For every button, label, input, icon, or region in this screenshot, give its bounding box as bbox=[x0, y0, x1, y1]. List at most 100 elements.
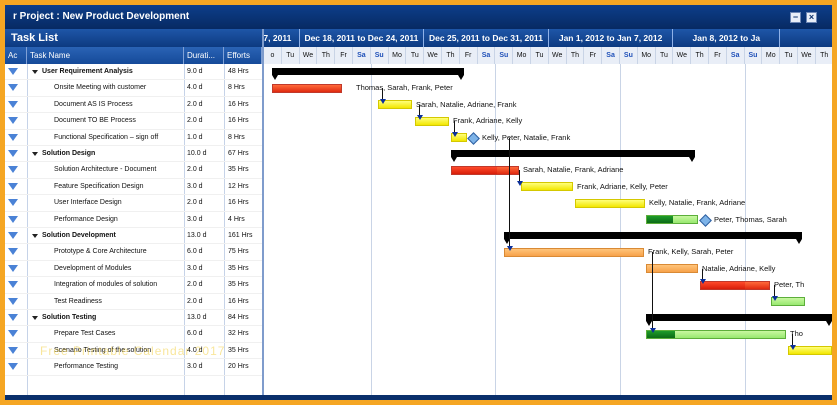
task-row[interactable]: Test Readiness 2.0 d 16 Hrs bbox=[5, 294, 262, 310]
task-row[interactable]: Feature Specification Design 3.0 d 12 Hrs bbox=[5, 179, 262, 196]
task-name: Solution Architecture - Document bbox=[54, 166, 157, 174]
task-active-icon[interactable] bbox=[8, 133, 18, 141]
collapse-icon[interactable] bbox=[32, 316, 38, 320]
task-row[interactable]: Prepare Test Cases 6.0 d 32 Hrs bbox=[5, 326, 262, 343]
task-bar[interactable] bbox=[700, 280, 770, 290]
collapse-icon[interactable] bbox=[32, 70, 38, 74]
task-row[interactable]: Solution Architecture - Document 2.0 d 35 … bbox=[5, 162, 262, 179]
task-row[interactable]: Onsite Meeting with customer 4.0 d 8 Hrs bbox=[5, 80, 262, 97]
task-progress bbox=[647, 330, 675, 338]
close-icon[interactable]: × bbox=[806, 12, 817, 23]
task-bar[interactable] bbox=[504, 247, 644, 257]
task-row-summary[interactable]: Solution Design 10.0 d 67 Hrs bbox=[5, 146, 262, 163]
task-efforts: 16 Hrs bbox=[228, 100, 249, 108]
task-efforts: 35 Hrs bbox=[228, 281, 249, 289]
task-active-icon[interactable] bbox=[8, 330, 18, 338]
task-bar[interactable] bbox=[788, 346, 832, 356]
task-active-icon[interactable] bbox=[8, 84, 18, 92]
resource-label: Peter, Thomas, Sarah bbox=[714, 214, 787, 224]
task-active-icon[interactable] bbox=[8, 248, 18, 256]
task-list-header: Task List bbox=[5, 29, 262, 47]
collapse-icon[interactable] bbox=[32, 152, 38, 156]
resource-label: Natalie, Adriane, Kelly bbox=[702, 263, 776, 273]
task-active-icon[interactable] bbox=[8, 281, 18, 289]
task-row[interactable]: Performance Testing 3.0 d 20 Hrs bbox=[5, 359, 262, 376]
window-title: r Project : New Product Development bbox=[13, 11, 190, 22]
week-gridline bbox=[370, 64, 372, 395]
task-row[interactable]: Performance Design 3.0 d 4 Hrs bbox=[5, 212, 262, 228]
task-progress bbox=[701, 281, 745, 289]
task-row[interactable]: Functional Specification – sign off 1.0 d… bbox=[5, 130, 262, 146]
dependency-arrow-icon bbox=[789, 344, 796, 350]
task-bar[interactable] bbox=[646, 215, 698, 225]
task-active-icon[interactable] bbox=[8, 182, 18, 190]
task-row[interactable]: User Interface Design 2.0 d 16 Hrs bbox=[5, 195, 262, 212]
task-bar[interactable] bbox=[646, 329, 786, 339]
milestone-diamond-icon[interactable] bbox=[699, 213, 712, 227]
task-row[interactable]: Development of Modules 3.0 d 35 Hrs bbox=[5, 261, 262, 278]
column-header-active[interactable]: Ac bbox=[5, 47, 27, 64]
task-row-summary[interactable]: Solution Testing 13.0 d 84 Hrs bbox=[5, 310, 262, 327]
task-name: Solution Development bbox=[42, 232, 116, 239]
task-bar[interactable] bbox=[771, 297, 805, 307]
dependency-arrow-icon bbox=[771, 295, 778, 301]
task-active-icon[interactable] bbox=[8, 297, 18, 305]
milestone-diamond-icon[interactable] bbox=[467, 131, 480, 145]
task-row[interactable]: Document TO BE Process 2.0 d 16 Hrs bbox=[5, 113, 262, 130]
summary-task-bar[interactable] bbox=[451, 149, 695, 157]
minimize-icon[interactable]: − bbox=[790, 12, 801, 23]
dependency-link bbox=[702, 268, 703, 281]
summary-task-bar[interactable] bbox=[646, 313, 832, 321]
task-duration: 2.0 d bbox=[187, 297, 203, 305]
task-row[interactable]: Integration of modules of solution 2.0 d 3… bbox=[5, 277, 262, 294]
task-active-icon[interactable] bbox=[8, 117, 18, 125]
task-row-summary[interactable]: User Requirement Analysis 9.0 d 48 Hrs bbox=[5, 64, 262, 81]
task-bar[interactable] bbox=[575, 198, 645, 208]
task-bar[interactable] bbox=[451, 165, 519, 175]
day-label: Tu bbox=[656, 47, 674, 64]
day-label: Fr bbox=[584, 47, 603, 64]
summary-cap-icon bbox=[646, 320, 652, 326]
column-header-task-name[interactable]: Task Name bbox=[27, 47, 184, 64]
resource-label: Thomas, Sarah, Frank, Peter bbox=[356, 83, 453, 93]
task-row[interactable]: Document AS IS Process 2.0 d 16 Hrs bbox=[5, 97, 262, 114]
task-bar[interactable] bbox=[272, 83, 342, 93]
task-row[interactable]: Scenario Testing of the solution 4.0 d 35 … bbox=[5, 343, 262, 360]
task-bar[interactable] bbox=[415, 116, 449, 126]
task-active-icon[interactable] bbox=[8, 264, 18, 272]
dependency-arrow-icon bbox=[379, 98, 386, 104]
task-bar[interactable] bbox=[646, 264, 698, 274]
task-name: Prepare Test Cases bbox=[54, 330, 116, 338]
day-header: o Tu We Th Fr Sa Su Mo Tu We Th Fr Sa Su Mo Tu We Th Fr Sa S… bbox=[264, 47, 832, 64]
task-active-icon[interactable] bbox=[8, 100, 18, 108]
task-active-icon[interactable] bbox=[8, 232, 18, 239]
column-header-efforts[interactable]: Efforts bbox=[224, 47, 262, 64]
task-active-icon[interactable] bbox=[8, 150, 18, 157]
summary-task-bar[interactable] bbox=[504, 231, 802, 239]
column-header-duration[interactable]: Durati... bbox=[184, 47, 224, 64]
resource-label: Frank, Adriane, Kelly, Peter bbox=[577, 181, 668, 191]
task-efforts: 48 Hrs bbox=[228, 68, 249, 75]
task-bar[interactable] bbox=[378, 100, 412, 110]
task-active-icon[interactable] bbox=[8, 346, 18, 354]
day-label: Sa bbox=[478, 47, 496, 64]
task-duration: 3.0 d bbox=[187, 215, 203, 223]
pane-splitter[interactable] bbox=[262, 29, 264, 395]
task-duration: 6.0 d bbox=[187, 248, 203, 256]
task-active-icon[interactable] bbox=[8, 314, 18, 321]
task-bar[interactable] bbox=[451, 133, 467, 143]
task-active-icon[interactable] bbox=[8, 363, 18, 371]
task-active-icon[interactable] bbox=[8, 68, 18, 75]
collapse-icon[interactable] bbox=[32, 234, 38, 238]
task-bar[interactable] bbox=[521, 182, 573, 192]
task-active-icon[interactable] bbox=[8, 166, 18, 174]
column-divider bbox=[224, 64, 225, 395]
task-active-icon[interactable] bbox=[8, 215, 18, 223]
summary-task-bar[interactable] bbox=[272, 67, 464, 75]
task-active-icon[interactable] bbox=[8, 199, 18, 207]
task-row-summary[interactable]: Solution Development 13.0 d 161 Hrs bbox=[5, 228, 262, 245]
task-row[interactable]: Prototype & Core Architecture 6.0 d 75 Hrs bbox=[5, 244, 262, 261]
week-label: 1, 2011 to Dec 17, 2011 bbox=[264, 29, 300, 47]
resource-label: Sarah, Natalie, Adriane, Frank bbox=[416, 99, 517, 109]
day-label: Tu bbox=[531, 47, 549, 64]
